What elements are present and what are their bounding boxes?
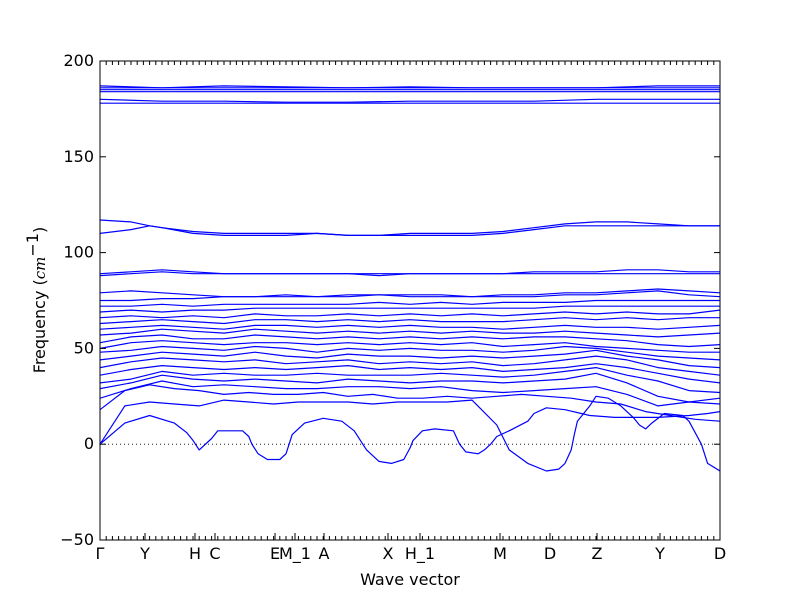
- band-line-3: [100, 384, 720, 422]
- x-tick-label: Z: [592, 544, 603, 563]
- x-tick-label: E: [270, 544, 280, 563]
- band-line-12: [100, 334, 720, 348]
- band-line-2: [100, 395, 720, 472]
- x-tick-label: A: [319, 544, 330, 563]
- band-line-6: [100, 367, 720, 394]
- x-tick-label: Y: [654, 544, 665, 563]
- band-line-9: [100, 349, 720, 369]
- band-line-16: [100, 309, 720, 319]
- band-line-5: [100, 372, 720, 403]
- y-axis-label-text: Frequency (: [30, 279, 49, 373]
- band-line-10: [100, 345, 720, 361]
- x-tick-label: H_1: [405, 544, 435, 564]
- plot-area: [100, 85, 720, 472]
- band-line-13: [100, 328, 720, 338]
- band-line-21: [100, 269, 720, 277]
- y-tick-label: 100: [63, 243, 94, 262]
- x-tick-label: X: [383, 544, 394, 563]
- y-tick-label: 0: [84, 434, 94, 453]
- y-axis-label-unit: cm: [31, 257, 49, 280]
- y-tick-label: 200: [63, 51, 94, 70]
- band-line-23: [100, 221, 720, 236]
- y-axis-label-group: Frequency (cm−1): [23, 227, 49, 373]
- x-tick-label: M_1: [279, 544, 311, 564]
- x-tick-label: C: [209, 544, 220, 563]
- x-tick-label: H: [189, 544, 201, 563]
- y-axis-label: Frequency (cm−1): [23, 227, 49, 373]
- y-tick-label: 150: [63, 147, 94, 166]
- band-line-24: [100, 219, 720, 236]
- band-line-19: [100, 290, 720, 302]
- x-axis-label: Wave vector: [360, 570, 460, 589]
- band-line-22: [100, 269, 720, 275]
- band-line-17: [100, 305, 720, 313]
- x-tick-label: M: [493, 544, 507, 563]
- x-tick-label: Γ: [96, 544, 105, 563]
- y-tick-label: −50: [60, 530, 94, 549]
- y-axis-label-exponent: −1: [23, 233, 42, 257]
- band-line-7: [100, 363, 720, 384]
- band-line-15: [100, 317, 720, 325]
- band-line-11: [100, 340, 720, 353]
- axes: −50 0 50 100 150 200 Γ Y H C EM_1 A X H_1 M D Z Y D: [60, 51, 726, 564]
- x-tick-label: Y: [139, 544, 150, 563]
- band-line-26: [100, 98, 720, 103]
- band-line-1: [100, 407, 720, 464]
- band-line-8: [100, 355, 720, 376]
- band-line-14: [100, 324, 720, 330]
- y-tick-label: 50: [74, 338, 94, 357]
- band-line-18: [100, 299, 720, 307]
- band-line-4: [100, 380, 720, 407]
- x-tick-label: D: [544, 544, 556, 563]
- band-line-30: [100, 85, 720, 89]
- y-axis-label-close: ): [30, 227, 49, 233]
- x-tick-label: D: [714, 544, 726, 563]
- band-line-20: [100, 288, 720, 298]
